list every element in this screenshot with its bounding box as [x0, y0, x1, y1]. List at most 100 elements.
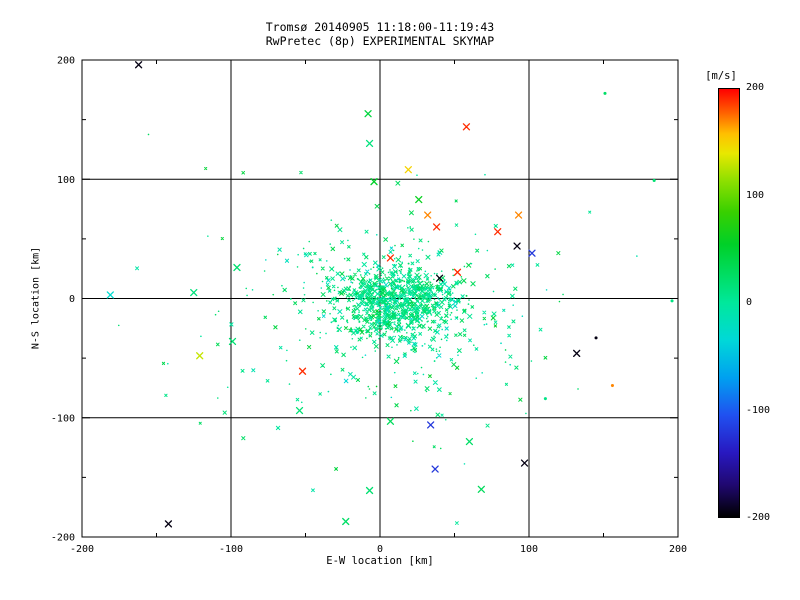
data-point [372, 324, 377, 329]
data-point [490, 315, 496, 321]
data-point [358, 293, 364, 299]
data-point [409, 309, 412, 311]
data-point [588, 210, 592, 214]
data-point [377, 285, 380, 288]
data-point [395, 286, 398, 289]
data-point [190, 288, 198, 297]
data-point [413, 238, 415, 240]
data-point [329, 373, 332, 376]
data-point [440, 270, 443, 272]
data-point [410, 279, 415, 284]
data-point [424, 292, 427, 295]
data-point [437, 297, 439, 299]
data-point [381, 321, 387, 327]
data-point [514, 211, 523, 219]
data-point [396, 308, 399, 311]
data-point [344, 277, 346, 280]
data-point [397, 318, 400, 321]
data-point [364, 229, 369, 234]
data-point [379, 333, 384, 338]
data-point [339, 271, 345, 277]
data-point [337, 286, 339, 289]
data-point [494, 268, 496, 270]
data-point [317, 309, 319, 312]
data-point [350, 346, 352, 348]
data-point [350, 276, 355, 281]
data-point [367, 289, 373, 295]
data-point [481, 372, 483, 374]
data-point [401, 334, 403, 337]
data-point [407, 262, 410, 265]
data-point [409, 226, 412, 228]
data-point [494, 228, 502, 236]
data-point [351, 337, 354, 340]
data-point [403, 337, 408, 342]
data-point [321, 280, 324, 283]
data-point [424, 270, 427, 273]
data-point [439, 346, 441, 349]
data-point [419, 324, 422, 327]
data-point [389, 326, 394, 331]
data-point [400, 303, 404, 307]
data-point [466, 262, 472, 268]
data-point [457, 354, 459, 357]
data-point [482, 310, 487, 315]
data-point [307, 251, 312, 256]
data-point [357, 278, 360, 281]
data-point [370, 319, 373, 322]
data-point [456, 316, 459, 319]
colorbar-tick-label: 200 [746, 82, 765, 93]
data-point [387, 281, 393, 286]
data-point [378, 331, 381, 334]
data-point [300, 401, 303, 404]
data-point [502, 308, 506, 312]
data-point [484, 173, 486, 176]
data-point [416, 372, 419, 375]
data-point [369, 302, 375, 308]
data-point [405, 298, 407, 300]
data-point [388, 292, 393, 296]
data-point [452, 268, 454, 271]
data-point [436, 272, 438, 275]
data-point [393, 257, 396, 260]
data-point [425, 254, 431, 260]
data-point [333, 289, 336, 292]
data-point [251, 289, 254, 291]
data-point [334, 467, 338, 471]
data-point [381, 299, 387, 305]
data-point [421, 320, 423, 322]
data-point [463, 265, 466, 268]
data-point [365, 328, 371, 334]
data-point [482, 316, 487, 321]
data-point [222, 410, 227, 415]
data-point [437, 312, 440, 315]
data-point [510, 293, 515, 299]
data-point [320, 266, 325, 271]
data-point [416, 278, 421, 283]
data-point [278, 345, 283, 350]
data-point [446, 291, 451, 297]
data-point [437, 323, 442, 328]
data-point [276, 253, 279, 256]
data-point [348, 371, 353, 377]
data-point [333, 345, 339, 350]
data-point [509, 363, 512, 366]
data-point [327, 289, 332, 293]
data-point [382, 308, 384, 310]
data-point [434, 293, 436, 296]
data-point [393, 384, 398, 389]
data-point [430, 274, 432, 277]
data-point [375, 385, 378, 388]
data-point [373, 260, 378, 266]
data-point [432, 380, 438, 385]
data-point [382, 277, 385, 280]
data-point [302, 287, 305, 289]
data-point [383, 313, 386, 316]
data-point [491, 311, 497, 317]
data-point [346, 321, 349, 324]
data-point [381, 316, 383, 318]
data-point [425, 390, 428, 393]
data-point [366, 307, 372, 313]
data-point [456, 348, 462, 354]
data-point [365, 319, 370, 324]
